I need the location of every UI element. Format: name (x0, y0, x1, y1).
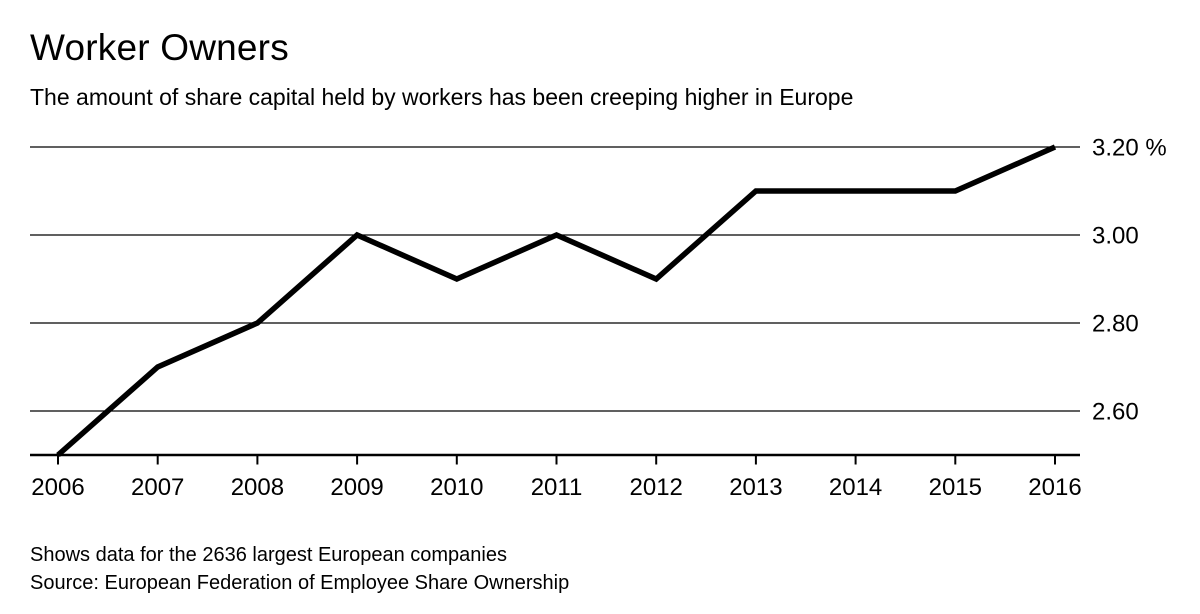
y-axis-label: 3.20 % (1092, 135, 1167, 162)
x-axis-label: 2011 (531, 474, 583, 501)
x-axis-label: 2008 (231, 474, 284, 501)
x-axis-label: 2015 (929, 474, 982, 501)
chart-source: Source: European Federation of Employee … (30, 572, 570, 594)
chart-note: Shows data for the 2636 largest European… (30, 544, 507, 566)
x-axis-label: 2007 (131, 474, 184, 501)
x-axis-label: 2016 (1028, 474, 1081, 501)
y-axis-label: 3.00 (1092, 223, 1139, 250)
x-axis-label: 2013 (729, 474, 782, 501)
data-line-series (56, 144, 1057, 458)
x-axis-label: 2012 (630, 474, 683, 501)
y-axis-label: 2.60 (1092, 399, 1139, 426)
x-axis-label: 2010 (430, 474, 483, 501)
chart-subtitle: The amount of share capital held by work… (30, 84, 854, 110)
x-axis-label: 2014 (829, 474, 882, 501)
y-axis-label: 2.80 (1092, 311, 1139, 338)
chart-footnote-block: Shows data for the 2636 largest European… (30, 541, 569, 597)
chart-title: Worker Owners (30, 27, 289, 68)
x-axis-label: 2009 (330, 474, 383, 501)
x-axis-label: 2006 (31, 474, 84, 501)
